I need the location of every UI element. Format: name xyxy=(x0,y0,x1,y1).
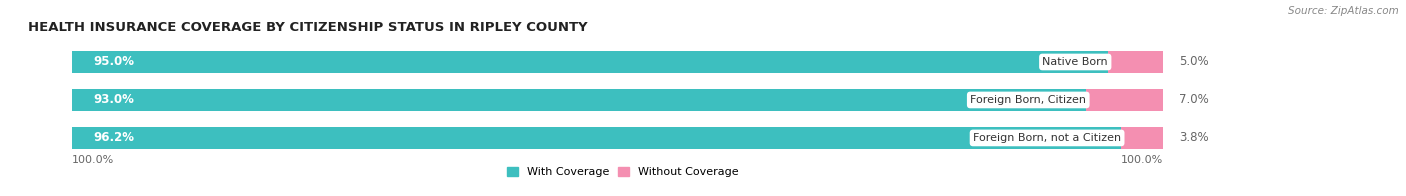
Text: Foreign Born, Citizen: Foreign Born, Citizen xyxy=(970,95,1087,105)
Text: Native Born: Native Born xyxy=(1042,57,1108,67)
Bar xyxy=(72,51,1163,73)
Bar xyxy=(72,127,1163,149)
Bar xyxy=(72,51,1108,73)
Text: Foreign Born, not a Citizen: Foreign Born, not a Citizen xyxy=(973,133,1121,143)
Bar xyxy=(72,89,1163,111)
Legend: With Coverage, Without Coverage: With Coverage, Without Coverage xyxy=(502,162,744,182)
Bar xyxy=(72,89,1087,111)
Text: 95.0%: 95.0% xyxy=(94,55,135,68)
Text: 93.0%: 93.0% xyxy=(94,93,135,106)
Text: 7.0%: 7.0% xyxy=(1180,93,1209,106)
Bar xyxy=(1087,89,1163,111)
Text: Source: ZipAtlas.com: Source: ZipAtlas.com xyxy=(1288,6,1399,16)
Text: 100.0%: 100.0% xyxy=(1121,155,1163,165)
Text: HEALTH INSURANCE COVERAGE BY CITIZENSHIP STATUS IN RIPLEY COUNTY: HEALTH INSURANCE COVERAGE BY CITIZENSHIP… xyxy=(28,21,588,34)
Text: 96.2%: 96.2% xyxy=(94,132,135,144)
Bar xyxy=(72,127,1121,149)
Text: 5.0%: 5.0% xyxy=(1180,55,1209,68)
Text: 3.8%: 3.8% xyxy=(1180,132,1209,144)
Bar xyxy=(1108,51,1163,73)
Bar xyxy=(1121,127,1163,149)
Text: 100.0%: 100.0% xyxy=(72,155,114,165)
